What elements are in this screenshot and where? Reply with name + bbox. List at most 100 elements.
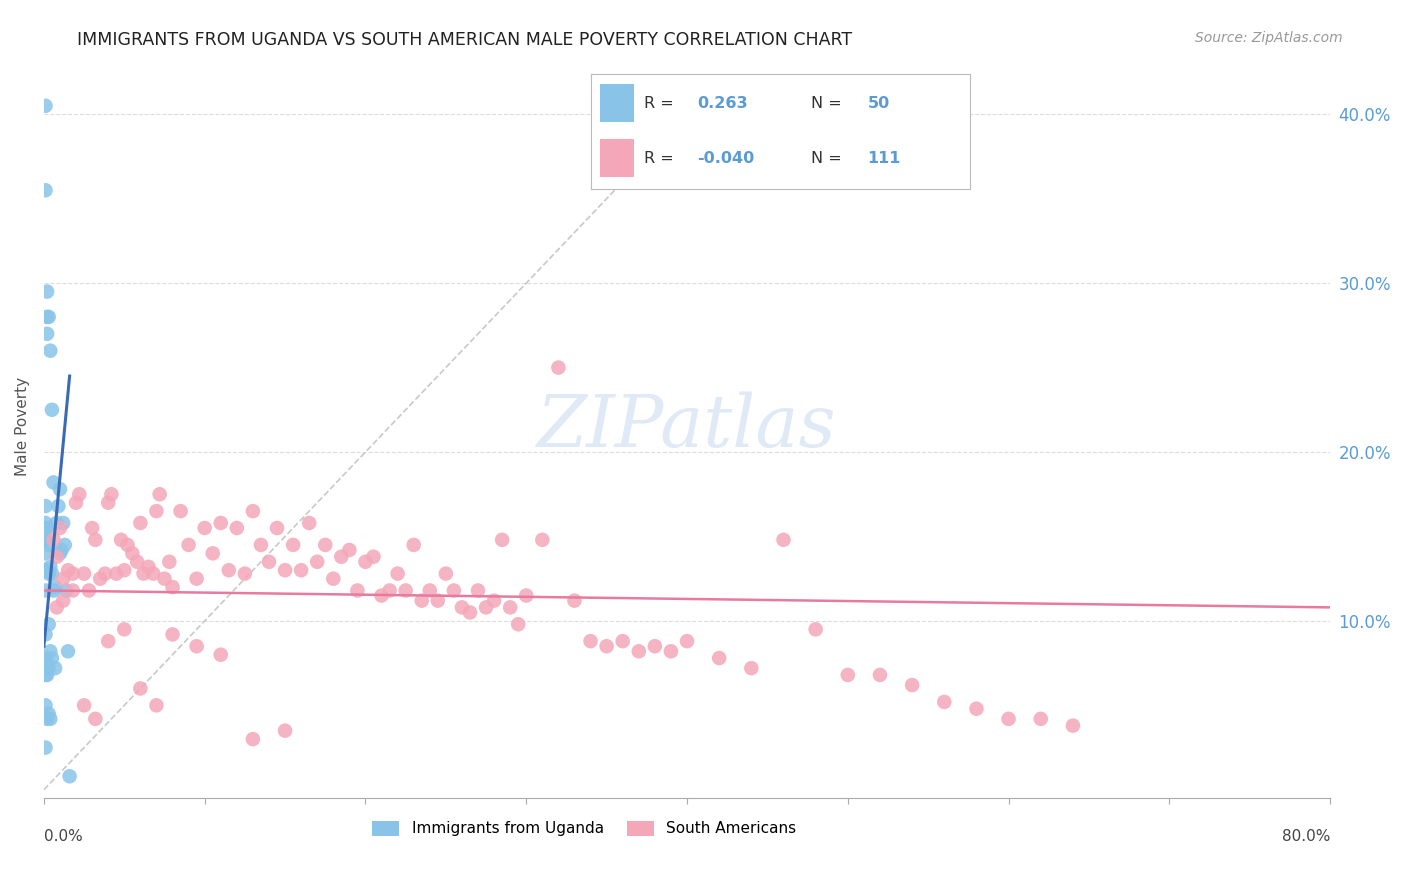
Point <box>34 546 56 560</box>
Point <box>52 593 75 607</box>
Point <box>34 183 56 197</box>
Point <box>38 617 60 632</box>
Point <box>39 712 62 726</box>
Point <box>1029 712 1052 726</box>
Point <box>644 639 666 653</box>
Point <box>257 555 280 569</box>
Legend: Immigrants from Uganda, South Americans: Immigrants from Uganda, South Americans <box>366 814 803 843</box>
Point <box>209 516 232 530</box>
Point <box>121 546 143 560</box>
Point <box>34 533 56 547</box>
Point <box>117 538 139 552</box>
Point <box>209 648 232 662</box>
Point <box>274 563 297 577</box>
Point <box>997 712 1019 726</box>
Point <box>45 600 67 615</box>
Point <box>112 563 135 577</box>
Point <box>53 538 76 552</box>
Point <box>42 533 65 547</box>
Point <box>307 555 329 569</box>
Point <box>37 712 59 726</box>
Point <box>97 496 120 510</box>
Point <box>142 566 165 581</box>
Point <box>434 566 457 581</box>
Point <box>39 559 62 574</box>
Point <box>314 538 336 552</box>
Point <box>89 572 111 586</box>
Point <box>426 593 449 607</box>
Point <box>378 583 401 598</box>
Point <box>467 583 489 598</box>
Point <box>73 698 96 713</box>
Point <box>67 487 90 501</box>
Point <box>804 623 827 637</box>
Point <box>419 583 441 598</box>
Point <box>48 499 70 513</box>
Point <box>52 516 75 530</box>
Point <box>41 402 63 417</box>
Point <box>38 661 60 675</box>
Point <box>42 583 65 598</box>
Point <box>34 99 56 113</box>
Point <box>579 634 602 648</box>
Point <box>56 563 79 577</box>
Point <box>772 533 794 547</box>
Point <box>84 533 107 547</box>
Point <box>451 600 474 615</box>
Point <box>34 563 56 577</box>
Point <box>290 563 312 577</box>
Point <box>242 732 264 747</box>
Point <box>55 583 77 598</box>
Point <box>515 589 537 603</box>
Text: 80.0%: 80.0% <box>1282 829 1330 844</box>
Point <box>218 563 240 577</box>
Point <box>62 566 84 581</box>
Text: IMMIGRANTS FROM UGANDA VS SOUTH AMERICAN MALE POVERTY CORRELATION CHART: IMMIGRANTS FROM UGANDA VS SOUTH AMERICAN… <box>77 31 852 49</box>
Point <box>129 681 152 696</box>
Point <box>77 583 100 598</box>
Point <box>482 593 505 607</box>
Point <box>94 566 117 581</box>
Point <box>564 593 586 607</box>
Point <box>34 499 56 513</box>
Point <box>34 521 56 535</box>
Point <box>411 593 433 607</box>
Point <box>676 634 699 648</box>
Point <box>39 343 62 358</box>
Point <box>233 566 256 581</box>
Point <box>97 634 120 648</box>
Point <box>508 617 530 632</box>
Point <box>51 543 73 558</box>
Point <box>49 482 72 496</box>
Point <box>965 702 987 716</box>
Point <box>37 668 59 682</box>
Point <box>39 644 62 658</box>
Point <box>869 668 891 682</box>
Point <box>34 627 56 641</box>
Y-axis label: Male Poverty: Male Poverty <box>15 377 30 476</box>
Point <box>127 555 149 569</box>
Point <box>59 769 82 783</box>
Point <box>105 566 128 581</box>
Point <box>1062 718 1084 732</box>
Point <box>82 521 104 535</box>
Point <box>177 538 200 552</box>
Point <box>37 310 59 324</box>
Point <box>901 678 924 692</box>
Text: Source: ZipAtlas.com: Source: ZipAtlas.com <box>1195 31 1343 45</box>
Point <box>34 740 56 755</box>
Point <box>49 546 72 560</box>
Point <box>112 623 135 637</box>
Point <box>250 538 273 552</box>
Point <box>62 583 84 598</box>
Point <box>169 504 191 518</box>
Point <box>37 326 59 341</box>
Point <box>225 521 247 535</box>
Point <box>186 639 208 653</box>
Point <box>395 583 418 598</box>
Point <box>595 639 617 653</box>
Point <box>709 651 731 665</box>
Point <box>52 572 75 586</box>
Point <box>149 487 172 501</box>
Point <box>132 566 155 581</box>
